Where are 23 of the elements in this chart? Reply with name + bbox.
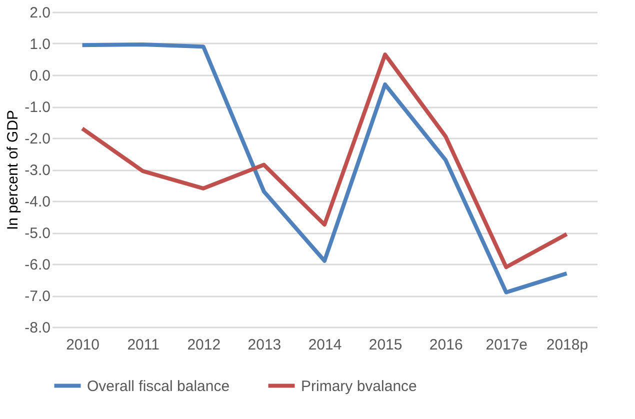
y-tick-label: -4.0 xyxy=(24,194,50,210)
y-tick-label: -8.0 xyxy=(24,320,50,336)
y-tick-label: -1.0 xyxy=(24,99,50,116)
y-tick-label: -6.0 xyxy=(24,256,50,274)
x-tick-label: 2013 xyxy=(248,336,282,354)
legend-label: Overall fiscal balance xyxy=(87,378,230,395)
y-tick-label: -2.0 xyxy=(24,130,50,148)
x-tick-label: 2012 xyxy=(187,336,221,354)
y-tick-label: -7.0 xyxy=(24,288,50,305)
y-tick-label: 2.0 xyxy=(30,4,50,22)
x-tick-label: 2011 xyxy=(127,336,160,354)
y-tick-label: -3.0 xyxy=(24,162,50,179)
y-tick-label: -5.0 xyxy=(24,225,50,242)
x-tick-label: 2010 xyxy=(66,336,100,354)
x-tick-label: 2015 xyxy=(368,336,402,354)
x-tick-label: 2017e xyxy=(486,336,528,354)
y-tick-label: 1.0 xyxy=(30,36,50,53)
y-tick-label: 0.0 xyxy=(30,68,50,84)
x-tick-label: 2018p xyxy=(546,336,588,354)
x-tick-label: 2016 xyxy=(429,336,463,354)
x-tick-label: 2014 xyxy=(308,336,342,354)
y-axis-title: In percent of GDP xyxy=(4,110,22,230)
legend-label: Primary bvalance xyxy=(301,378,417,395)
